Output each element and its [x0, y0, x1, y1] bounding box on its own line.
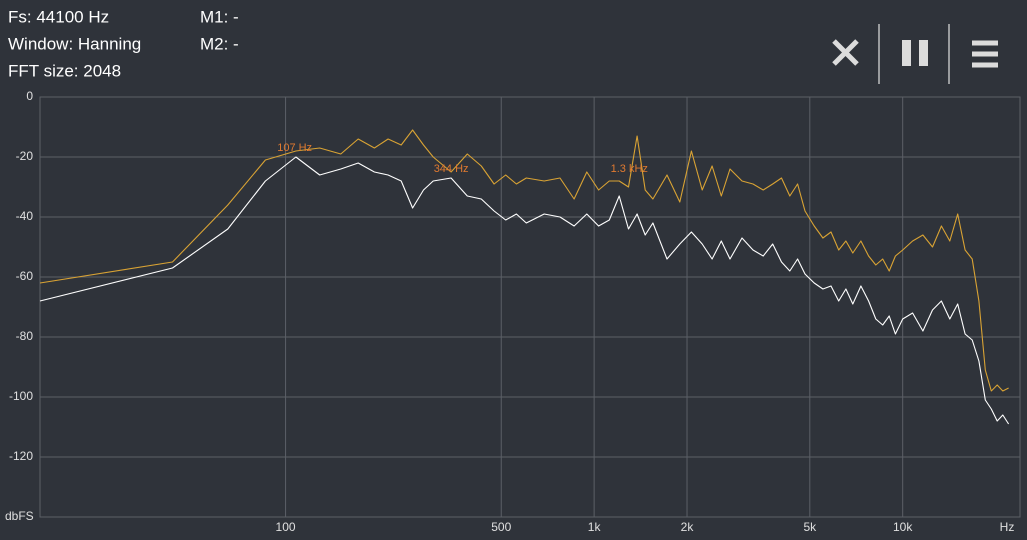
marker-1: M1: -	[200, 7, 239, 26]
y-tick-label: -20	[16, 149, 34, 163]
close-icon	[832, 39, 859, 66]
spectrum-line	[39, 156, 1010, 425]
x-tick-label: 100	[276, 520, 296, 534]
x-axis-label: Hz	[1000, 520, 1015, 534]
x-tick-label: 500	[491, 520, 511, 534]
x-tick-label: 10k	[893, 520, 913, 534]
spectrum-plot: 0 -20 -40 -60 -80 -100 -120 100 500 1k 2k 5k 10k Hz db…	[5, 89, 1020, 534]
pause-bar	[919, 40, 928, 66]
y-tick-label: -40	[16, 209, 34, 223]
sample-rate: Fs: 44100 Hz	[8, 7, 109, 26]
pause-hit[interactable]	[890, 28, 940, 78]
y-axis-label: dbFS	[5, 509, 34, 523]
y-tick-label: -120	[9, 449, 33, 463]
x-tick-label: 5k	[803, 520, 817, 534]
peak-label: 107 Hz	[277, 142, 312, 154]
peak-label: 344 Hz	[434, 163, 469, 175]
pause-bar	[902, 40, 911, 66]
menu-button[interactable]	[960, 28, 1010, 78]
marker-2: M2: -	[200, 34, 239, 53]
y-tick-label: 0	[26, 89, 33, 103]
spectrum-line	[39, 129, 1009, 392]
y-tick-label: -100	[9, 389, 33, 403]
x-tick-label: 2k	[681, 520, 695, 534]
close-button[interactable]	[820, 28, 870, 78]
peak-label: 1.3 kHz	[611, 163, 648, 175]
pause-button[interactable]	[890, 28, 940, 78]
y-tick-label: -60	[16, 269, 34, 283]
y-tick-label: -80	[16, 329, 34, 343]
x-tick-label: 1k	[588, 520, 602, 534]
window-type: Window: Hanning	[8, 34, 141, 53]
menu-icon	[972, 40, 998, 68]
fft-size: FFT size: 2048	[8, 61, 121, 80]
